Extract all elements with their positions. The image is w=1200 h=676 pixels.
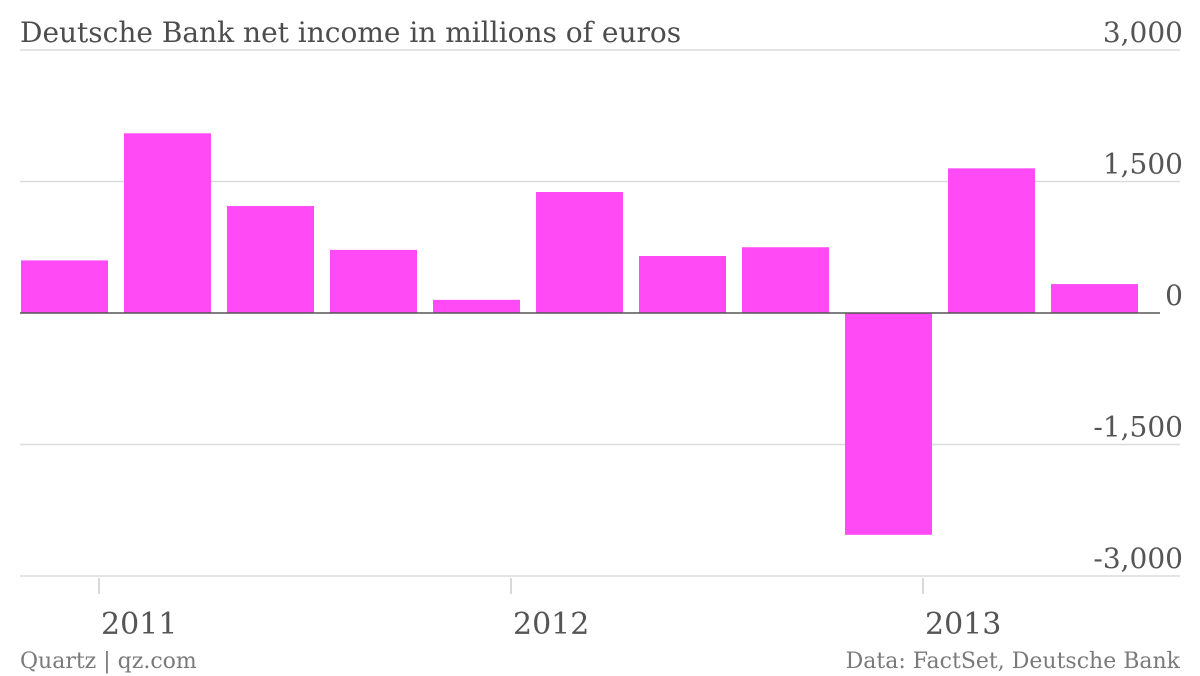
bar [536,192,623,313]
bar [124,133,211,313]
axes: 3,000 1,500 0 -1,500 -3,000 2011 2012 2013 [20,16,1183,642]
y-tick-label: 3,000 [1103,16,1183,49]
bar [21,260,108,313]
x-tick-label: 2012 [513,607,589,642]
bar [742,247,829,313]
footer-source-left: Quartz | qz.com [20,649,197,674]
bar [330,249,417,313]
bar [1051,284,1138,313]
y-tick-label: -1,500 [1093,411,1183,444]
footer-source-right: Data: FactSet, Deutsche Bank [846,649,1181,674]
y-tick-label: 0 [1165,279,1183,312]
bar [948,168,1035,313]
x-tick-label: 2011 [101,607,177,642]
chart-title: Deutsche Bank net income in millions of … [20,16,681,49]
y-tick-label: -3,000 [1093,542,1183,575]
y-tick-label: 1,500 [1103,148,1183,181]
bar [433,299,520,313]
x-tick-label: 2013 [925,607,1001,642]
bar [639,256,726,313]
bar [227,206,314,313]
bar [845,313,932,535]
bars [21,133,1138,535]
